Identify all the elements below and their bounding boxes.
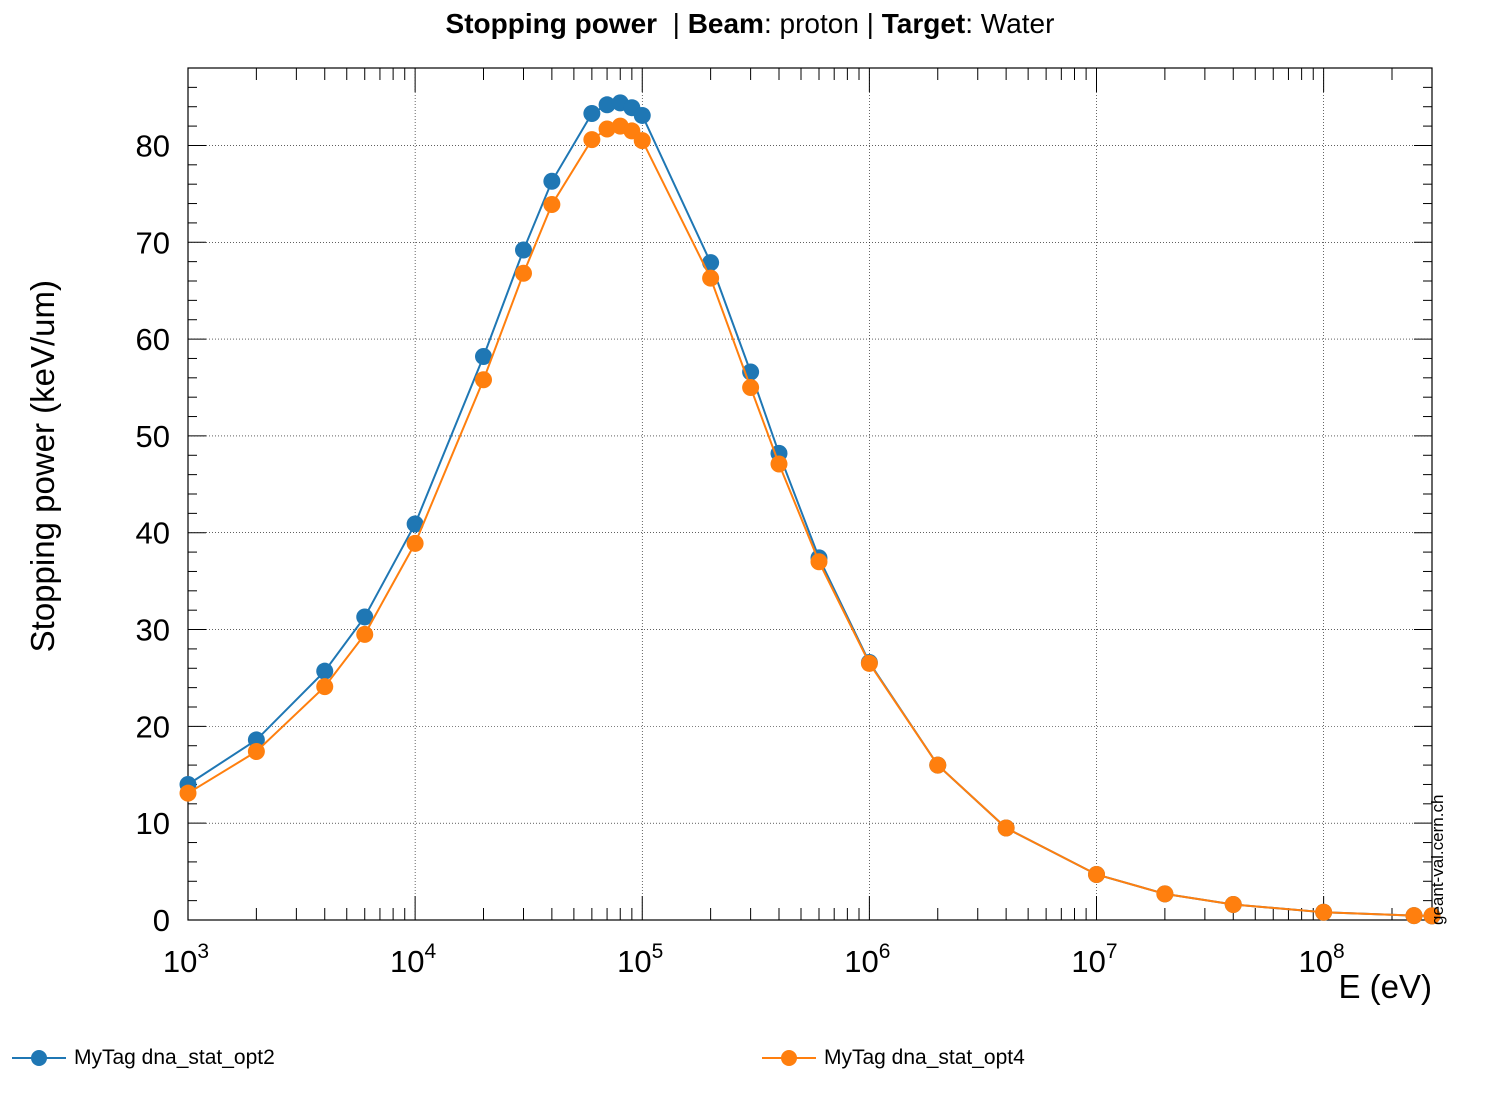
y-axis-label: Stopping power (keV/um) xyxy=(24,280,61,652)
legend-label-series2: MyTag dna_stat_opt4 xyxy=(824,1046,1025,1069)
y-tick-label: 0 xyxy=(153,903,170,938)
series-1-point xyxy=(474,348,492,366)
series-2-point xyxy=(810,553,828,571)
series-1-point xyxy=(514,241,532,259)
series-2-point xyxy=(247,743,265,761)
series-1-point xyxy=(316,662,334,680)
series-1-point xyxy=(633,106,651,124)
x-tick-label: 104 xyxy=(390,940,436,979)
series-2-point xyxy=(997,819,1015,837)
series-2-point xyxy=(702,269,720,287)
legend-label-series1: MyTag dna_stat_opt2 xyxy=(74,1046,275,1069)
series-1-point xyxy=(702,254,720,272)
chart-title: Stopping power | Beam: proton | Target: … xyxy=(0,8,1500,40)
series-1-point xyxy=(598,96,616,114)
y-tick-label: 20 xyxy=(136,709,170,744)
y-tick-label: 80 xyxy=(136,128,170,163)
y-tick-label: 30 xyxy=(136,613,170,648)
series-2-point xyxy=(929,756,947,774)
series-line-2 xyxy=(187,125,1433,917)
title-beam-value: : proton | xyxy=(763,8,882,39)
y-tick-label: 50 xyxy=(136,419,170,454)
series-2-point xyxy=(406,534,424,552)
series-2-point xyxy=(583,131,601,149)
x-tick-label: 106 xyxy=(844,940,890,979)
series-2-point xyxy=(860,654,878,672)
title-target-value: : Water xyxy=(965,8,1055,39)
series-2-point xyxy=(1088,865,1106,883)
series-2-point xyxy=(179,784,197,802)
series-1-point xyxy=(406,515,424,533)
series-2-point xyxy=(1315,903,1333,921)
title-separator: | xyxy=(657,8,688,39)
series-2-point xyxy=(1423,907,1441,925)
series-2-point xyxy=(633,132,651,150)
title-bold-beam: Beam xyxy=(687,8,764,39)
legend-item-series1: MyTag dna_stat_opt2 xyxy=(12,1040,275,1076)
y-tick-label: 60 xyxy=(136,322,170,357)
series-2-point xyxy=(356,625,374,643)
series-2-point xyxy=(770,455,788,473)
plot-frame xyxy=(187,67,1433,921)
series-1-point xyxy=(583,105,601,123)
series-2-point xyxy=(543,196,561,214)
series-1-point xyxy=(247,731,265,749)
series-2-point xyxy=(514,264,532,282)
legend-marker-series1 xyxy=(12,1050,66,1066)
y-tick-label: 10 xyxy=(136,806,170,841)
series-line-1 xyxy=(187,101,1433,917)
series-2-point xyxy=(598,120,616,138)
series-2-point xyxy=(742,379,760,396)
series-2-point xyxy=(316,678,334,696)
watermark: geant-val.cern.ch xyxy=(1428,794,1447,925)
series-2-point xyxy=(1156,885,1174,903)
x-axis-label: E (eV) xyxy=(1338,968,1432,1005)
y-tick-label: 40 xyxy=(136,516,170,551)
x-tick-label: 108 xyxy=(1299,940,1345,979)
x-tick-label: 107 xyxy=(1071,940,1117,979)
series-2-point xyxy=(474,371,492,389)
legend-item-series2: MyTag dna_stat_opt4 xyxy=(762,1040,1025,1076)
series-2-point xyxy=(1405,907,1423,925)
series-1-point xyxy=(356,608,374,626)
x-tick-label: 103 xyxy=(163,940,209,979)
x-tick-label: 105 xyxy=(617,940,663,979)
title-bold-stopping-power: Stopping power xyxy=(445,8,658,39)
legend-marker-series2 xyxy=(762,1050,816,1066)
title-bold-target: Target xyxy=(881,8,966,39)
series-2-point xyxy=(1224,896,1242,914)
series-1-point xyxy=(543,172,561,190)
y-tick-label: 70 xyxy=(136,225,170,260)
